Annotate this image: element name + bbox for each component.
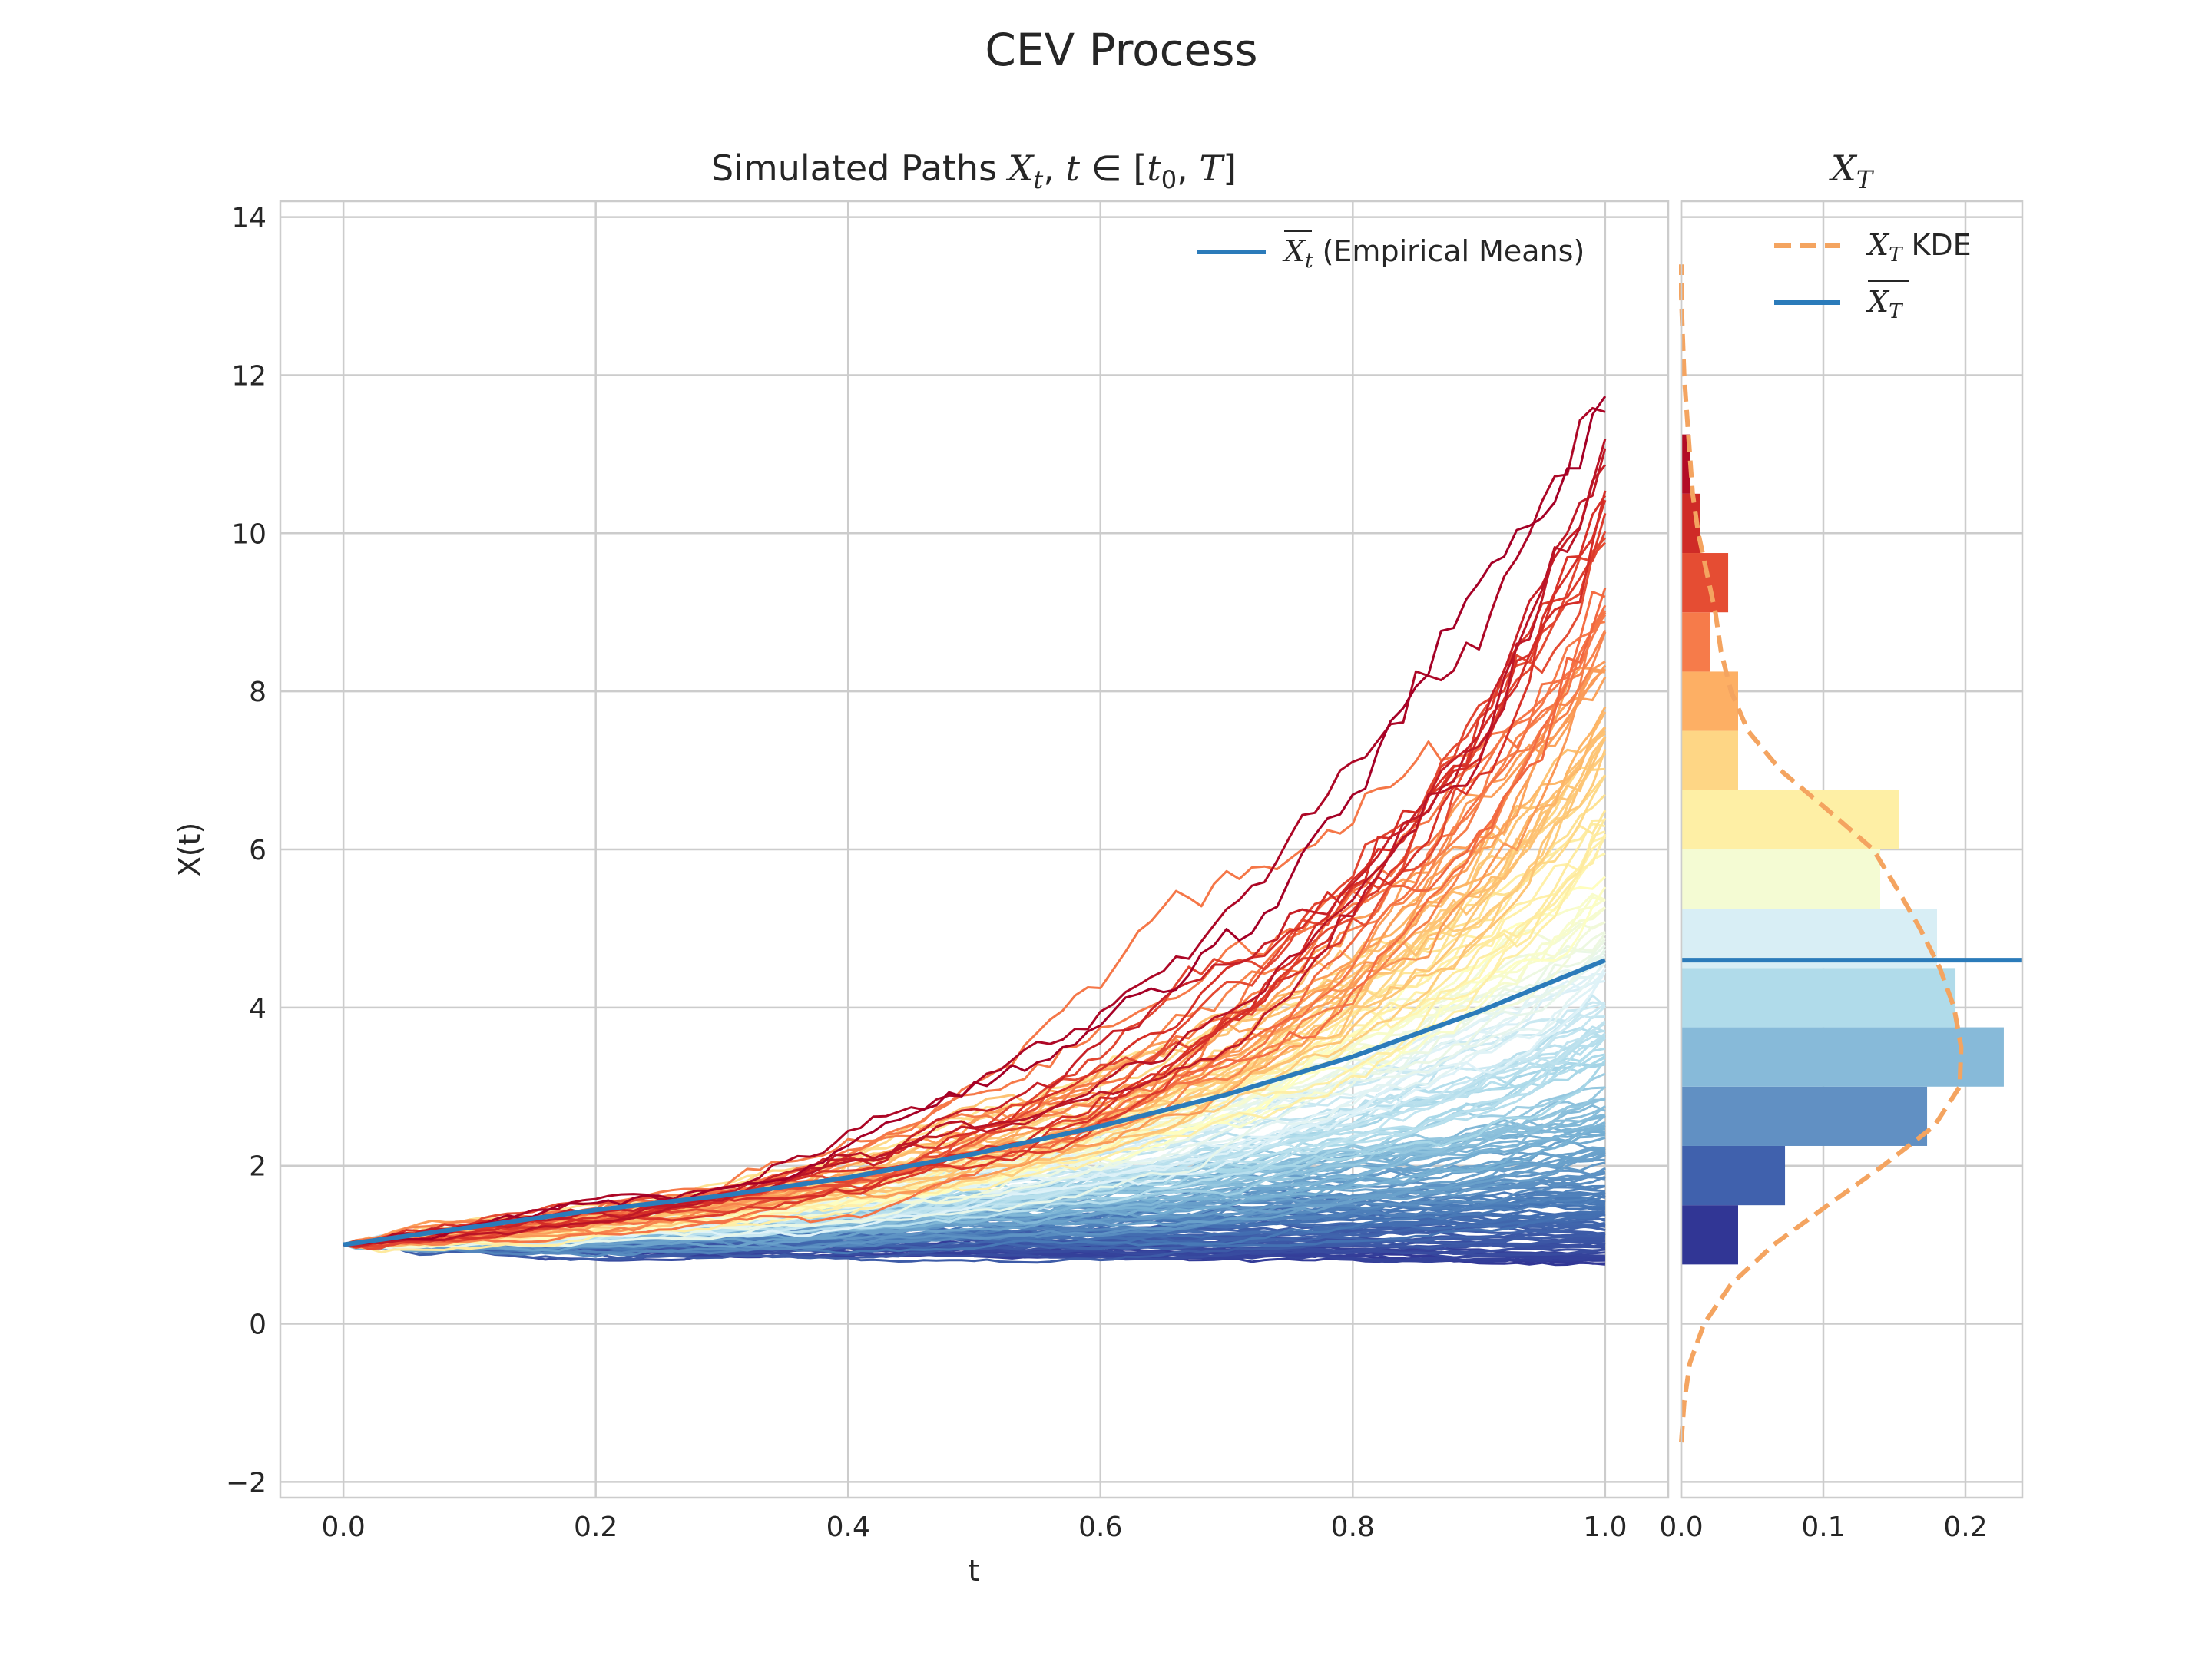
mean-path-layer (343, 958, 1607, 1247)
paths-legend: Xt (Empirical Means) (1197, 230, 1584, 273)
distribution-x-tick-label: 0.0 (1659, 1512, 1703, 1543)
paths-y-tick-label: 4 (249, 993, 267, 1025)
figure-title: CEV Process (985, 24, 1257, 76)
simulated-path (343, 396, 1607, 1247)
histogram-bar (1681, 968, 1956, 1028)
paths-y-tick-label: 6 (249, 835, 267, 866)
paths-x-ticks: 0.0 0.2 0.4 0.6 0.8 1.0 (322, 1512, 1628, 1543)
simulated-path (343, 439, 1607, 1247)
histogram-bar (1681, 1145, 1786, 1206)
paths-panel: 0.0 0.2 0.4 0.6 0.8 1.0 −2 0 2 4 6 8 10 12 14 Simulat… (173, 147, 1670, 1588)
legend-mean-terminal-label: XT (1866, 285, 1903, 323)
paths-y-tick-label: −2 (226, 1467, 267, 1498)
paths-y-axis-label: X(t) (173, 823, 207, 877)
paths-y-tick-label: 14 (231, 203, 267, 234)
histogram-bar (1681, 1086, 1928, 1146)
paths-panel-title: Simulated Paths Xt, t ∈ [t0, T] (711, 147, 1237, 194)
histogram-bar (1681, 434, 1690, 494)
legend-kde-label: XT KDE (1866, 228, 1972, 267)
simulated-path (343, 614, 1607, 1247)
distribution-x-tick-label: 0.2 (1943, 1512, 1987, 1543)
paths-y-tick-label: 8 (249, 677, 267, 708)
histogram-bar (1681, 1027, 2004, 1087)
distribution-panel-title: XT (1829, 147, 1875, 194)
histogram-bar (1681, 1205, 1738, 1265)
histogram-bar (1681, 730, 1738, 790)
mean-path-line (343, 958, 1607, 1247)
paths-x-axis-label: t (969, 1554, 980, 1588)
paths-x-tick-label: 0.6 (1078, 1512, 1122, 1543)
paths-plot-frame (279, 200, 1670, 1499)
paths-y-tick-label: 0 (249, 1310, 267, 1341)
legend-mean-label: Xt (Empirical Means) (1282, 234, 1584, 273)
paths-y-ticks: −2 0 2 4 6 8 10 12 14 (226, 203, 267, 1499)
simulated-path (343, 835, 1607, 1247)
simulated-paths (343, 396, 1607, 1267)
distribution-x-ticks: 0.0 0.1 0.2 (1659, 1512, 1987, 1543)
distribution-x-tick-label: 0.1 (1801, 1512, 1845, 1543)
distribution-plot-frame (1680, 200, 2024, 1499)
histogram-bar (1681, 612, 1710, 672)
distribution-histogram (1681, 434, 2004, 1265)
histogram-bar (1681, 671, 1738, 731)
terminal-distribution-panel: 0.0 0.1 0.2 XT XT KDE XT (1659, 147, 2024, 1543)
paths-x-tick-label: 0.0 (322, 1512, 366, 1543)
paths-grid (280, 201, 1668, 1498)
paths-x-tick-label: 0.2 (574, 1512, 618, 1543)
distribution-legend: XT KDE XT (1774, 228, 1972, 323)
simulated-path (343, 670, 1606, 1247)
paths-y-tick-label: 10 (231, 518, 267, 550)
paths-x-tick-label: 0.8 (1331, 1512, 1375, 1543)
paths-y-tick-label: 2 (249, 1151, 267, 1183)
histogram-bar (1681, 849, 1880, 909)
paths-x-tick-label: 1.0 (1583, 1512, 1627, 1543)
paths-y-tick-label: 12 (231, 360, 267, 392)
paths-x-tick-label: 0.4 (826, 1512, 870, 1543)
